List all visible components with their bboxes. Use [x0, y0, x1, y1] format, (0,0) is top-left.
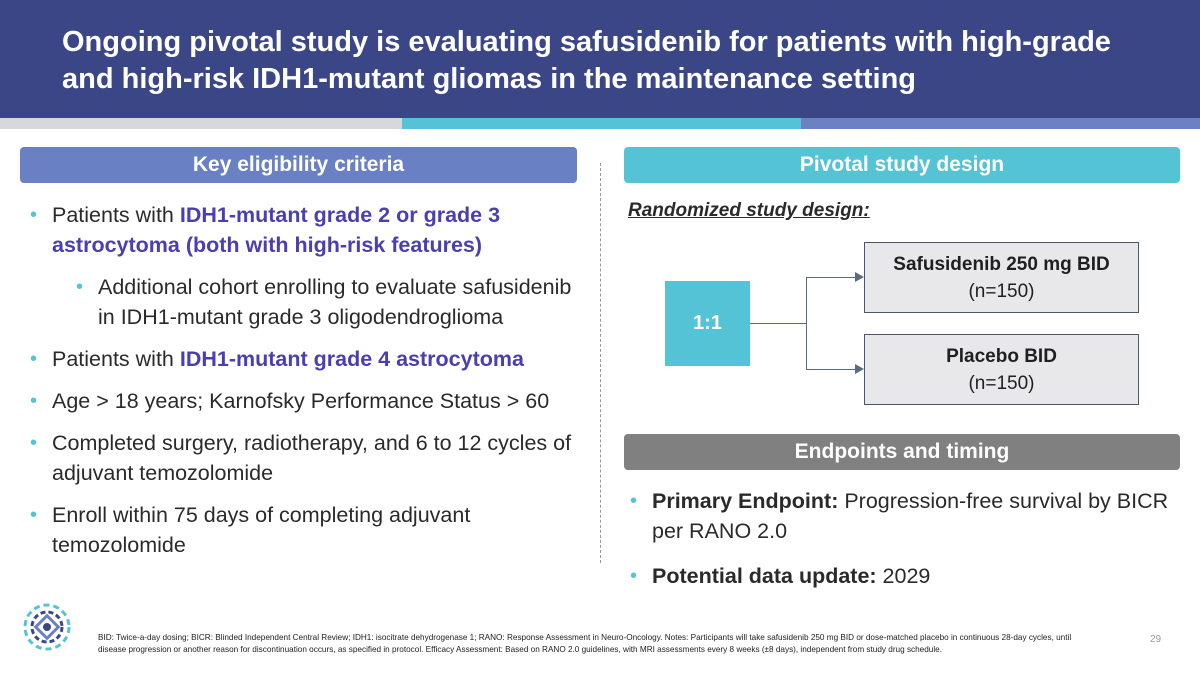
criterion-grade-2-3-highlight: IDH1-mutant grade 2 or grade 3 astrocyto…	[52, 203, 501, 257]
connector-horizontal-main	[750, 323, 806, 324]
treatment-arm-box: Safusidenib 250 mg BID (n=150)	[864, 242, 1139, 313]
randomization-ratio-box: 1:1	[665, 281, 750, 366]
placebo-arm-box: Placebo BID (n=150)	[864, 334, 1139, 405]
randomized-design-label: Randomized study design:	[628, 200, 870, 221]
connector-to-arm1	[806, 277, 856, 278]
endpoints-list: Primary Endpoint: Progression-free survi…	[628, 486, 1188, 606]
slide-title: Ongoing pivotal study is evaluating safu…	[62, 24, 1182, 98]
criterion-prior-treatment-text: Completed surgery, radiotherapy, and 6 t…	[52, 431, 572, 485]
eligibility-heading: Key eligibility criteria	[20, 147, 577, 183]
data-update-label: Potential data update:	[652, 564, 877, 588]
criterion-grade-2-3-prefix: Patients with	[52, 203, 180, 227]
slide-title-line2: and high-risk IDH1-mutant gliomas in the…	[62, 63, 916, 95]
footnote: BID: Twice-a-day dosing; BICR: Blinded I…	[98, 633, 1072, 654]
accent-stripe-gray	[0, 118, 402, 129]
column-divider	[600, 163, 601, 563]
criterion-prior-treatment: Completed surgery, radiotherapy, and 6 t…	[28, 428, 588, 488]
placebo-arm-n: (n=150)	[968, 373, 1035, 394]
data-update-item: Potential data update: 2029	[628, 561, 1188, 591]
accent-stripe-teal	[402, 118, 801, 129]
criterion-grade-4-prefix: Patients with	[52, 347, 180, 371]
criterion-enroll-window-text: Enroll within 75 days of completing adju…	[52, 503, 471, 557]
criterion-sub-cohort-text: Additional cohort enrolling to evaluate …	[98, 275, 572, 329]
page-number: 29	[1150, 634, 1162, 645]
treatment-arm-n: (n=150)	[968, 281, 1035, 302]
criterion-age-kps-text: Age > 18 years; Karnofsky Performance St…	[52, 389, 550, 413]
primary-endpoint-item: Primary Endpoint: Progression-free survi…	[628, 486, 1188, 546]
data-update-text: 2029	[876, 564, 931, 588]
criterion-grade-4: Patients with IDH1-mutant grade 4 astroc…	[28, 344, 588, 374]
connector-vertical	[806, 277, 807, 369]
arrow-to-arm2-icon	[855, 364, 864, 374]
placebo-arm-name: Placebo BID	[946, 346, 1057, 367]
company-logo-icon	[23, 603, 71, 651]
criterion-age-kps: Age > 18 years; Karnofsky Performance St…	[28, 386, 588, 416]
header-banner: Ongoing pivotal study is evaluating safu…	[0, 0, 1200, 118]
endpoints-heading: Endpoints and timing	[624, 434, 1180, 470]
accent-stripe-blue	[801, 118, 1200, 129]
criterion-grade-2-3: Patients with IDH1-mutant grade 2 or gra…	[28, 200, 588, 260]
slide-title-line1: Ongoing pivotal study is evaluating safu…	[62, 26, 1111, 58]
primary-endpoint-text: Progression-free survival by BICR per RA…	[652, 489, 1169, 543]
connector-to-arm2	[806, 369, 856, 370]
study-design-heading: Pivotal study design	[624, 147, 1180, 183]
arrow-to-arm1-icon	[855, 272, 864, 282]
criterion-enroll-window: Enroll within 75 days of completing adju…	[28, 500, 588, 560]
eligibility-criteria-list: Patients with IDH1-mutant grade 2 or gra…	[28, 200, 588, 572]
criterion-grade-4-highlight: IDH1-mutant grade 4 astrocytoma	[179, 347, 524, 371]
primary-endpoint-label: Primary Endpoint:	[652, 489, 839, 513]
treatment-arm-name: Safusidenib 250 mg BID	[893, 254, 1110, 275]
criterion-sub-cohort: Additional cohort enrolling to evaluate …	[74, 272, 588, 332]
